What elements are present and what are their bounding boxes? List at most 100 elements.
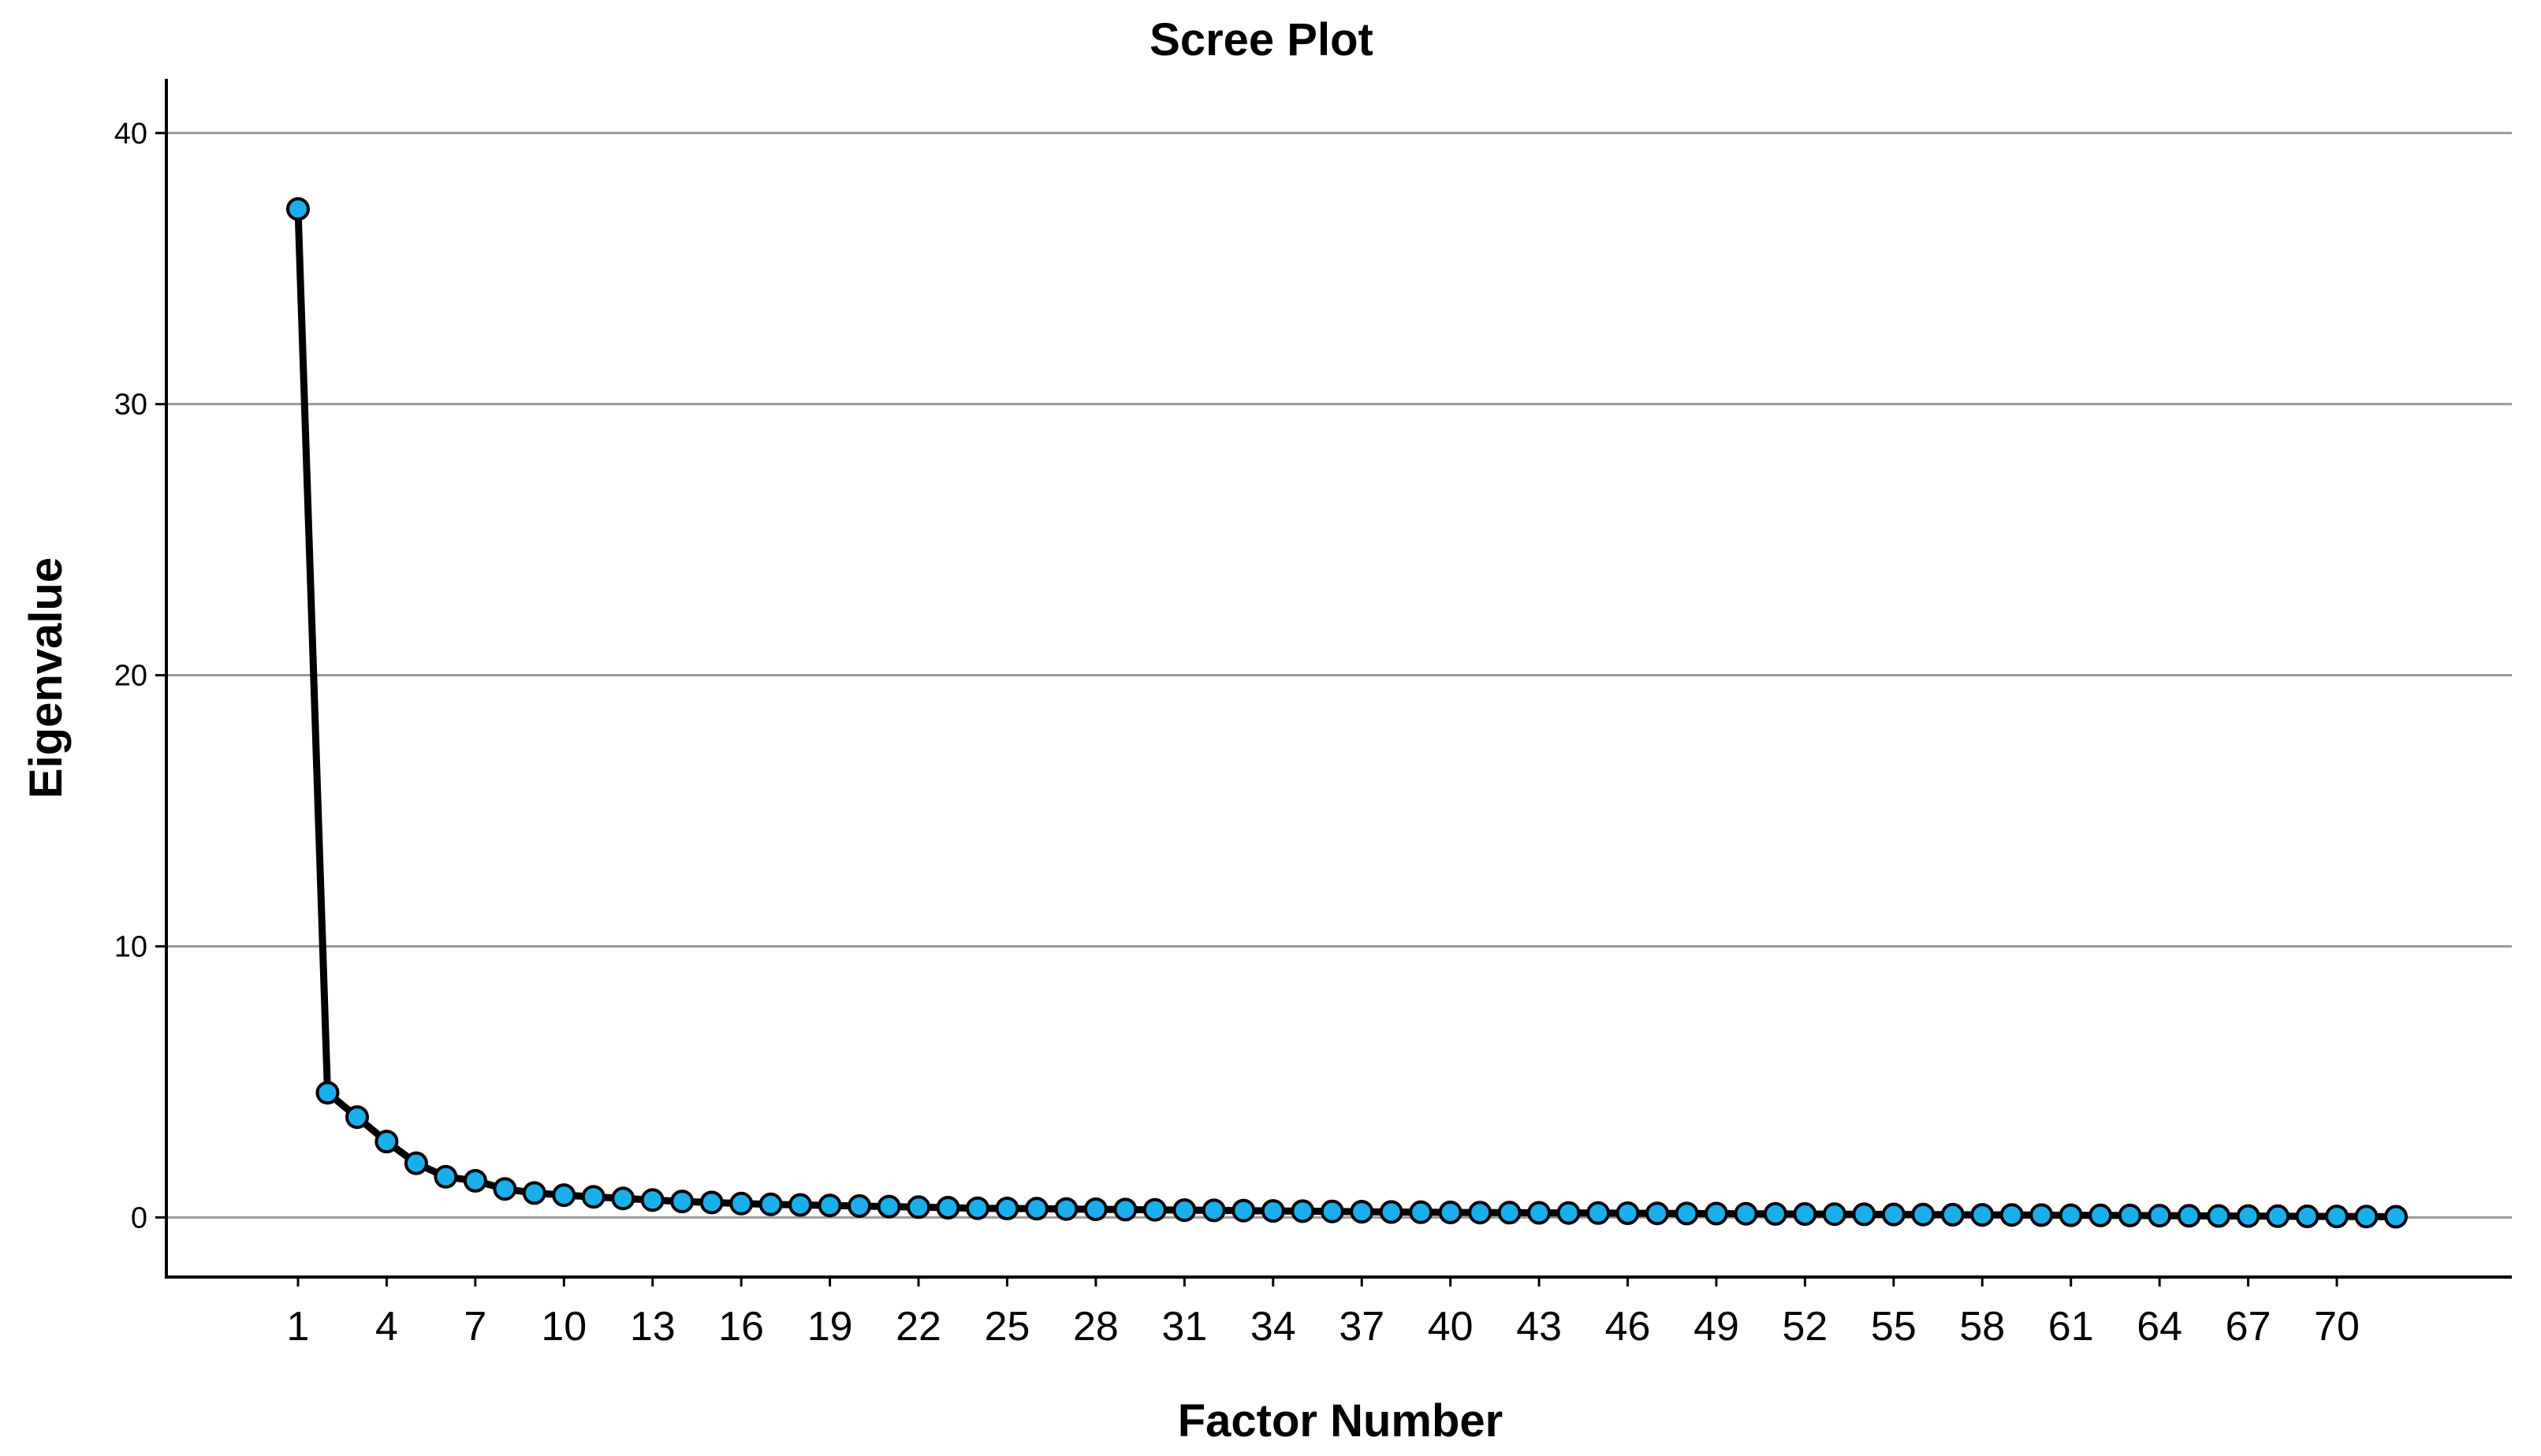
data-point-factor-65: [2177, 1204, 2201, 1228]
data-point-factor-69: [2295, 1205, 2319, 1228]
data-point-factor-9: [522, 1181, 546, 1205]
data-point-factor-17: [758, 1192, 783, 1216]
data-point-factor-33: [1231, 1198, 1256, 1223]
data-point-factor-22: [907, 1195, 931, 1220]
y-tick-label: 20: [114, 660, 147, 693]
plot-frame: [165, 79, 2512, 1279]
x-tick-label: 4: [375, 1304, 398, 1350]
data-point-factor-59: [1999, 1203, 2024, 1227]
data-point-factor-61: [2059, 1203, 2083, 1227]
x-tick-label: 46: [1605, 1304, 1651, 1350]
data-point-factor-62: [2088, 1203, 2113, 1227]
data-point-factor-19: [818, 1193, 842, 1218]
y-tick-label: 0: [131, 1201, 147, 1234]
data-point-factor-46: [1615, 1201, 1640, 1225]
data-point-factor-26: [1025, 1197, 1049, 1221]
x-tick-label: 55: [1871, 1304, 1917, 1350]
data-point-factor-1: [286, 197, 310, 222]
x-tick-label: 58: [1959, 1304, 2005, 1350]
data-point-factor-12: [611, 1186, 635, 1211]
data-point-factor-48: [1675, 1201, 1699, 1226]
data-point-factor-34: [1261, 1199, 1285, 1223]
data-point-factor-14: [670, 1190, 695, 1214]
x-tick-label: 34: [1250, 1304, 1296, 1350]
y-axis-ticks: 0 10 20 30 40: [114, 117, 166, 1234]
x-tick-label: 64: [2137, 1304, 2182, 1350]
x-tick-label: 25: [985, 1304, 1030, 1350]
data-point-factor-68: [2266, 1204, 2290, 1228]
data-point-factor-24: [966, 1196, 989, 1220]
x-tick-label: 28: [1073, 1304, 1119, 1350]
data-point-factor-25: [995, 1197, 1019, 1220]
data-point-factor-55: [1881, 1202, 1906, 1227]
data-point-factor-23: [936, 1196, 960, 1220]
x-axis-label: Factor Number: [1178, 1395, 1503, 1447]
data-point-factor-54: [1852, 1202, 1876, 1227]
data-point-factor-63: [2118, 1203, 2142, 1227]
y-tick-label: 40: [114, 117, 147, 151]
x-tick-label: 61: [2048, 1304, 2094, 1350]
data-point-factor-44: [1556, 1201, 1581, 1225]
data-point-factor-10: [552, 1183, 576, 1208]
y-tick-label: 10: [114, 930, 147, 963]
data-point-factor-47: [1645, 1201, 1669, 1226]
x-tick-label: 52: [1783, 1304, 1828, 1350]
x-tick-label: 67: [2226, 1304, 2271, 1350]
y-axis-label: Eigenvalue: [20, 557, 72, 799]
data-point-factor-40: [1438, 1201, 1462, 1224]
data-point-factor-66: [2207, 1204, 2231, 1228]
data-point-factor-42: [1497, 1201, 1522, 1225]
data-point-factor-52: [1793, 1202, 1817, 1226]
data-point-factor-32: [1202, 1198, 1226, 1223]
x-axis-ticks: 1 4 7 10 13 16 19 22 25 28 31 34 37 40 43 46 49 52 55 58 61 6…: [287, 1277, 2360, 1350]
eigenvalue-series-line: [294, 205, 2400, 1220]
data-point-factor-53: [1822, 1202, 1846, 1227]
x-tick-label: 7: [464, 1304, 486, 1350]
data-point-factor-28: [1083, 1197, 1108, 1221]
y-tick-label: 30: [114, 389, 147, 422]
data-point-factor-49: [1705, 1201, 1728, 1226]
data-point-factor-6: [434, 1164, 458, 1189]
data-point-factor-72: [2384, 1205, 2408, 1229]
data-point-factor-60: [2029, 1203, 2054, 1227]
chart-title: Scree Plot: [1149, 14, 1373, 65]
x-tick-label: 22: [896, 1304, 941, 1350]
x-tick-label: 70: [2314, 1304, 2360, 1350]
x-tick-label: 1: [287, 1304, 310, 1350]
data-point-factor-70: [2325, 1205, 2349, 1229]
data-point-factor-5: [404, 1151, 428, 1175]
data-point-factor-58: [1970, 1203, 1995, 1227]
data-point-factor-35: [1291, 1199, 1315, 1223]
data-point-factor-13: [640, 1188, 665, 1212]
data-point-factor-18: [788, 1193, 813, 1217]
data-point-factor-3: [345, 1105, 369, 1130]
data-point-factor-2: [315, 1081, 340, 1105]
data-point-factor-51: [1763, 1201, 1787, 1226]
data-point-factor-21: [877, 1194, 901, 1219]
data-point-factor-20: [848, 1193, 872, 1218]
x-tick-label: 49: [1693, 1304, 1739, 1350]
data-point-factor-57: [1940, 1202, 1965, 1227]
data-points: [286, 197, 2408, 1229]
data-point-factor-36: [1320, 1199, 1344, 1223]
data-point-factor-16: [729, 1191, 754, 1216]
data-point-factor-50: [1734, 1201, 1758, 1226]
data-point-factor-11: [581, 1185, 605, 1209]
data-point-factor-67: [2236, 1204, 2260, 1228]
data-point-factor-27: [1054, 1197, 1079, 1221]
data-point-factor-15: [699, 1190, 724, 1215]
data-point-factor-71: [2354, 1205, 2379, 1229]
data-point-factor-7: [463, 1168, 487, 1193]
x-tick-label: 19: [807, 1304, 853, 1350]
data-point-factor-43: [1527, 1201, 1552, 1225]
data-point-factor-8: [493, 1177, 517, 1201]
data-point-factor-37: [1350, 1200, 1374, 1224]
x-tick-label: 16: [718, 1304, 764, 1350]
data-point-factor-45: [1586, 1201, 1611, 1225]
data-point-factor-4: [374, 1130, 399, 1154]
data-point-factor-56: [1911, 1202, 1936, 1227]
data-point-factor-38: [1379, 1200, 1403, 1224]
data-point-factor-30: [1142, 1197, 1167, 1222]
x-tick-label: 10: [541, 1304, 587, 1350]
